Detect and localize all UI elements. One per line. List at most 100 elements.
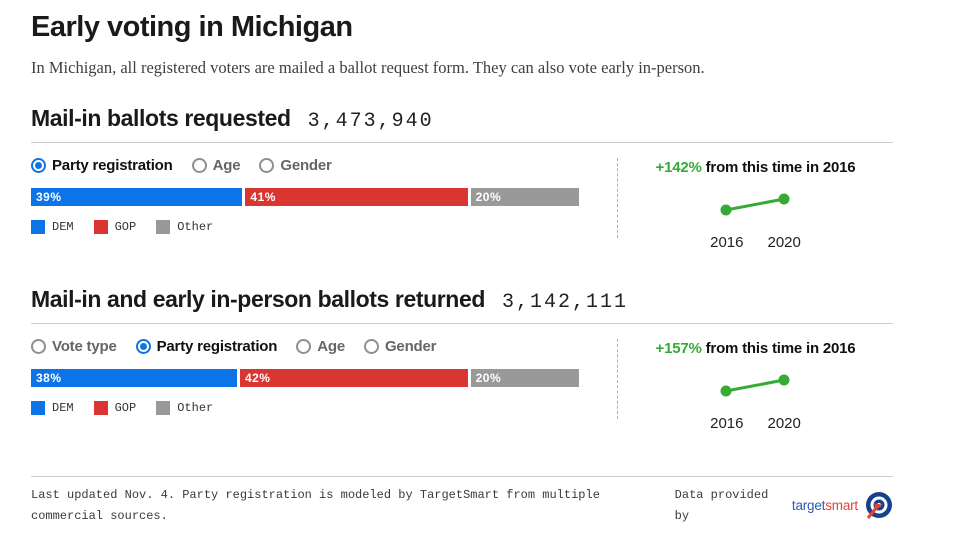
section-head: Mail-in ballots requested 3,473,940 (31, 105, 893, 133)
bar-segment-dem: 39% (31, 187, 243, 206)
radio-icon (296, 339, 312, 355)
radio-gender[interactable]: Gender (259, 157, 332, 175)
radio-age[interactable]: Age (296, 338, 345, 355)
legend-item-dem: DEM (31, 219, 74, 234)
bullseye-icon (866, 491, 892, 519)
other-swatch-icon (156, 400, 171, 415)
page-title: Early voting in Michigan (31, 11, 353, 43)
trend-percent-change: +142% (655, 158, 702, 176)
section-total-count: 3,142,111 (501, 290, 629, 314)
bar-segment-value: 42% (244, 370, 271, 385)
trend-year-labels: 2016 2020 (618, 234, 893, 251)
section-ballots-requested: Mail-in ballots requested 3,473,940 Part… (31, 105, 893, 251)
bar-segment-other: 20% (470, 187, 579, 206)
targetsmart-logo[interactable]: targetsmart (792, 491, 893, 521)
radio-icon (363, 339, 379, 355)
legend-label: DEM (52, 400, 74, 415)
data-provided-by-label: Data provided by (674, 487, 769, 523)
section-rule (31, 141, 893, 143)
gop-swatch-icon (93, 400, 108, 415)
radio-selected-icon (31, 158, 46, 174)
logo-text: targetsmart (792, 498, 858, 513)
trend-line-chart (720, 193, 789, 216)
footer-note: Last updated Nov. 4. Party registration … (31, 487, 600, 523)
section-total-count: 3,473,940 (307, 109, 434, 133)
trend-year-start: 2016 (710, 233, 744, 251)
trend-year-end: 2020 (767, 233, 801, 251)
legend-label: DEM (52, 219, 74, 234)
radio-gender[interactable]: Gender (363, 338, 437, 356)
radio-icon (31, 339, 46, 355)
bar-legend: DEM GOP Other (31, 219, 617, 234)
section-head: Mail-in and early in-person ballots retu… (31, 286, 893, 314)
radio-icon (191, 158, 207, 174)
trend-panel-requested: +142% from this time in 2016 2016 2020 (618, 157, 893, 251)
page-subtitle: In Michigan, all registered voters are m… (31, 57, 705, 77)
other-swatch-icon (156, 219, 171, 234)
section-body: Party registration Age Gender 39% (31, 157, 893, 251)
bar-segment-value: 20% (475, 189, 502, 204)
trend-panel-returned: +157% from this time in 2016 2016 2020 (618, 338, 893, 432)
bar-segment-gop: 41% (245, 187, 468, 206)
radio-label: Age (317, 338, 345, 356)
bar-segment-gop: 42% (239, 368, 468, 387)
trend-year-labels: 2016 2020 (618, 415, 893, 432)
gop-swatch-icon (93, 219, 108, 234)
legend-item-other: Other (156, 219, 214, 234)
radio-label: Age (212, 157, 241, 175)
dem-swatch-icon (31, 219, 45, 234)
legend-item-gop: GOP (93, 219, 137, 234)
chart-column: Party registration Age Gender 39% (31, 157, 617, 251)
dashed-divider (617, 338, 618, 419)
breakdown-radio-group: Vote type Party registration Age Gender (31, 338, 617, 356)
radio-party-registration[interactable]: Party registration (135, 338, 278, 356)
radio-party-registration[interactable]: Party registration (31, 157, 173, 174)
radio-label: Party registration (52, 157, 173, 175)
radio-label: Party registration (156, 338, 278, 356)
legend-item-other: Other (156, 400, 214, 415)
trend-caption: +142% from this time in 2016 (618, 159, 893, 176)
radio-label: Gender (384, 338, 437, 356)
radio-vote-type[interactable]: Vote type (31, 338, 117, 355)
radio-selected-icon (135, 339, 151, 355)
section-body: Vote type Party registration Age Gender (31, 338, 893, 432)
bar-segment-value: 38% (36, 370, 62, 385)
section-ballots-returned: Mail-in and early in-person ballots retu… (31, 286, 893, 432)
trend-caption-text: from this time in 2016 (705, 339, 856, 357)
bar-segment-value: 20% (475, 370, 502, 385)
footer: Last updated Nov. 4. Party registration … (31, 475, 893, 527)
legend-item-dem: DEM (31, 400, 74, 415)
radio-label: Vote type (52, 338, 117, 356)
section-title: Mail-in ballots requested (31, 104, 291, 131)
logo-text-target: target (791, 498, 826, 514)
legend-label: GOP (114, 400, 137, 415)
legend-label: Other (177, 219, 214, 234)
legend-item-gop: GOP (93, 400, 137, 415)
trend-year-start: 2016 (710, 414, 744, 432)
radio-label: Gender (280, 157, 332, 175)
trend-percent-change: +157% (655, 339, 702, 357)
trend-line-chart (720, 374, 789, 397)
breakdown-radio-group: Party registration Age Gender (31, 157, 617, 175)
bar-segment-value: 41% (250, 189, 276, 204)
radio-age[interactable]: Age (191, 157, 241, 175)
legend-label: Other (177, 400, 214, 415)
trend-year-end: 2020 (767, 414, 801, 432)
chart-column: Vote type Party registration Age Gender (31, 338, 617, 432)
trend-caption-text: from this time in 2016 (705, 158, 856, 176)
bar-segment-dem: 38% (31, 368, 237, 387)
section-rule (31, 322, 893, 324)
bar-legend: DEM GOP Other (31, 400, 617, 415)
stacked-bar-returned: 38% 42% 20% (31, 368, 579, 387)
bar-segment-value: 39% (36, 189, 62, 204)
radio-icon (259, 158, 275, 174)
bar-segment-other: 20% (470, 368, 579, 387)
logo-text-smart: smart (825, 498, 858, 514)
stacked-bar-requested: 39% 41% 20% (31, 187, 579, 206)
legend-label: GOP (114, 219, 137, 234)
dashed-divider (617, 157, 618, 238)
trend-caption: +157% from this time in 2016 (618, 340, 893, 357)
dem-swatch-icon (31, 400, 45, 415)
section-title: Mail-in and early in-person ballots retu… (31, 285, 485, 312)
